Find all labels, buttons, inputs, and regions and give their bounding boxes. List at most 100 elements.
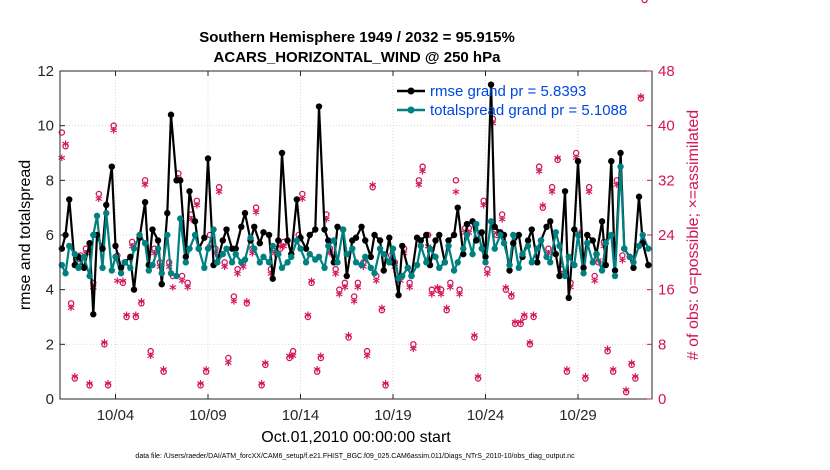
spread-point (561, 272, 569, 280)
spread-point (593, 250, 600, 258)
rmse-point (62, 231, 69, 239)
spread-point (315, 253, 323, 261)
rmse-point (630, 264, 637, 271)
rmse-point (445, 237, 452, 244)
rmse-point (608, 158, 615, 165)
obs-assimilated-marker: * (101, 337, 109, 353)
rmse-point (556, 272, 563, 280)
obs-possible-marker (632, 375, 639, 382)
rmse-point (450, 231, 458, 239)
spread-point (343, 250, 350, 258)
spread-point (177, 215, 184, 222)
spread-point (552, 229, 559, 236)
y2-tick-label: 32 (658, 172, 675, 189)
obs-possible-marker (517, 320, 524, 328)
spread-point (556, 242, 563, 250)
rmse-point (154, 237, 162, 244)
obs-possible-marker (225, 354, 232, 362)
rmse-point (321, 226, 328, 233)
obs-possible-marker (308, 279, 315, 287)
obs-assimilated-marker: * (563, 365, 571, 381)
rmse-point (117, 264, 125, 271)
spread-point (204, 245, 212, 252)
x-axis: 10/04 10/09 10/14 10/19 10/24 10/29 (97, 71, 597, 424)
obs-assimilated-marker: * (58, 153, 66, 169)
chart-subtitle: ACARS_HORIZONTAL_WIND @ 250 hPa (214, 49, 502, 66)
obs-assimilated-marker: * (138, 296, 146, 312)
y-tick-label: 8 (46, 172, 54, 189)
obs-assimilated-marker: * (447, 283, 455, 299)
spread-point (574, 231, 582, 239)
obs-assimilated-marker: * (225, 358, 233, 374)
obs-possible-marker (554, 156, 561, 164)
rmse-point (334, 223, 341, 230)
obs-possible-marker (234, 265, 241, 273)
rmse-point (584, 231, 591, 239)
obs-possible-marker (258, 382, 265, 389)
spread-point (589, 259, 596, 266)
rmse-point (293, 196, 300, 203)
series-layer (58, 81, 652, 318)
obs-assimilated-marker: * (637, 91, 645, 107)
spread-point (423, 259, 430, 266)
spread-point (154, 245, 162, 252)
obs-assimilated-marker: * (62, 139, 70, 155)
spread-point (62, 270, 69, 277)
obs-possible-marker (110, 122, 117, 129)
spread-point (186, 245, 193, 252)
rmse-point (645, 261, 652, 269)
obs-possible-marker (545, 245, 552, 252)
rmse-point (482, 253, 489, 261)
rmse-point (306, 231, 313, 239)
rmse-point (127, 253, 134, 261)
spread-point (103, 209, 110, 217)
spread-point (565, 253, 572, 261)
obs-assimilated-marker: * (406, 283, 414, 299)
obs-assimilated-marker: * (382, 378, 390, 394)
spread-point (90, 231, 97, 239)
spread-point (214, 259, 221, 266)
spread-point (510, 231, 517, 239)
x-tick-label: 10/19 (374, 407, 412, 424)
obs-assimilated-marker: * (289, 351, 297, 367)
spread-point (321, 264, 328, 271)
obs-assimilated-marker: * (480, 201, 488, 217)
obs-assimilated-marker: * (502, 283, 510, 299)
obs-assimilated-marker: * (554, 153, 562, 169)
rmse-point (376, 237, 384, 244)
spread-point (191, 231, 199, 239)
spread-point (386, 259, 393, 266)
rmse-point (423, 231, 430, 239)
obs-assimilated-marker: * (86, 378, 94, 394)
obs-possible-marker (609, 368, 617, 375)
rmse-point (315, 103, 323, 110)
obs-assimilated-marker: * (530, 310, 538, 326)
obs-assimilated-marker: * (304, 310, 312, 326)
obs-possible-marker (548, 183, 556, 191)
y2-axis-label: # of obs: o=possible; ×=assimilated (685, 110, 702, 360)
spread-point (626, 253, 633, 261)
obs-possible-marker (341, 279, 349, 287)
y-tick-label: 6 (46, 227, 54, 244)
spread-point (584, 240, 591, 247)
rmse-point (580, 264, 587, 271)
obs-assimilated-marker: * (345, 331, 353, 347)
rmse-point (380, 267, 387, 274)
spread-point (460, 245, 467, 252)
obs-assimilated-marker: * (234, 269, 242, 285)
obs-assimilated-marker: * (286, 351, 294, 367)
rmse-point (312, 226, 319, 233)
obs-assimilated-marker: * (517, 317, 525, 333)
obs-assimilated-marker: * (378, 303, 386, 319)
obs-assimilated-marker: * (313, 365, 321, 381)
obs-assimilated-marker: * (67, 303, 75, 319)
chart-title: Southern Hemisphere 1949 / 2032 = 95.915… (199, 29, 515, 46)
obs-possible-marker (262, 361, 269, 369)
obs-possible-marker (530, 313, 537, 321)
spread-point (330, 237, 337, 244)
obs-possible-marker (498, 211, 506, 218)
spread-point (302, 259, 310, 266)
spread-point (75, 264, 82, 271)
spread-point (284, 259, 291, 266)
